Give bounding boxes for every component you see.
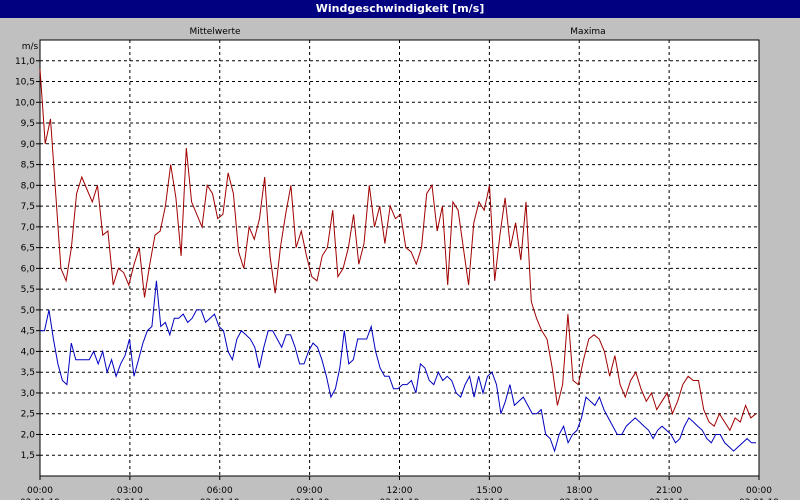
- x-tick-date: 02.01.19: [290, 498, 330, 500]
- wind-speed-chart: 1,5 2,0 2,5 3,0 3,5 4,0 4,5 5,0 5,5 6,0 6,5 7,0 7,5 8…: [15, 27, 779, 500]
- y-tick-label: 1,5: [21, 451, 35, 461]
- x-tick-time: 12:00: [387, 486, 413, 496]
- y-tick-label: 10,0: [15, 98, 35, 108]
- x-tick-time: 00:00: [27, 486, 53, 496]
- y-tick-label: 2,5: [21, 410, 35, 420]
- x-tick-date: 02.01.19: [559, 498, 599, 500]
- y-tick-label: 5,0: [21, 306, 36, 316]
- x-axis: 00:00 02.01.19 03:00 02.01.19 06:00 02.01.19 0…: [20, 476, 779, 500]
- y-tick-label: 7,0: [21, 223, 36, 233]
- grid: [40, 40, 759, 476]
- x-tick-date: 02.01.19: [200, 498, 240, 500]
- y-tick-label: 2,0: [21, 430, 36, 440]
- y-tick-label: 4,0: [21, 347, 36, 357]
- x-tick-date: 02.01.19: [110, 498, 150, 500]
- y-tick-label: 6,0: [21, 264, 36, 274]
- y-tick-label: 5,5: [21, 285, 35, 295]
- series-line-maxima: [39, 69, 757, 432]
- legend-mittelwerte: Mittelwerte: [189, 27, 240, 37]
- y-tick-label: 6,5: [21, 244, 35, 254]
- y-tick-label: 9,0: [21, 140, 36, 150]
- y-tick-label: 10,5: [15, 78, 35, 88]
- y-tick-label: 8,0: [21, 181, 36, 191]
- x-tick-time: 03:00: [117, 486, 143, 496]
- x-tick-time: 21:00: [656, 486, 682, 496]
- x-tick-time: 09:00: [297, 486, 323, 496]
- x-tick-time: 00:00: [746, 486, 772, 496]
- y-tick-label: 11,0: [15, 57, 35, 67]
- y-tick-label: 3,5: [21, 368, 35, 378]
- x-tick-date: 02.01.19: [379, 498, 419, 500]
- y-tick-label: 9,5: [21, 119, 35, 129]
- x-tick-time: 18:00: [566, 486, 592, 496]
- legend-maxima: Maxima: [570, 27, 605, 37]
- x-tick-time: 06:00: [207, 486, 233, 496]
- series-lines: [39, 69, 757, 453]
- y-tick-label: 3,0: [21, 389, 36, 399]
- series-line-mittelwerte: [40, 280, 756, 453]
- x-tick-date: 03.01.19: [739, 498, 779, 500]
- y-tick-label: 8,5: [21, 161, 35, 171]
- y-tick-label: 7,5: [21, 202, 35, 212]
- x-tick-time: 15:00: [476, 486, 502, 496]
- window-title: Windgeschwindigkeit [m/s]: [0, 0, 800, 18]
- y-axis: 1,5 2,0 2,5 3,0 3,5 4,0 4,5 5,0 5,5 6,0 6,5 7,0 7,5 8…: [15, 57, 40, 461]
- y-tick-label: 4,5: [21, 327, 35, 337]
- x-tick-date: 02.01.19: [649, 498, 689, 500]
- x-tick-date: 02.01.19: [469, 498, 509, 500]
- x-tick-date: 02.01.19: [20, 498, 60, 500]
- y-axis-unit: m/s: [22, 42, 39, 52]
